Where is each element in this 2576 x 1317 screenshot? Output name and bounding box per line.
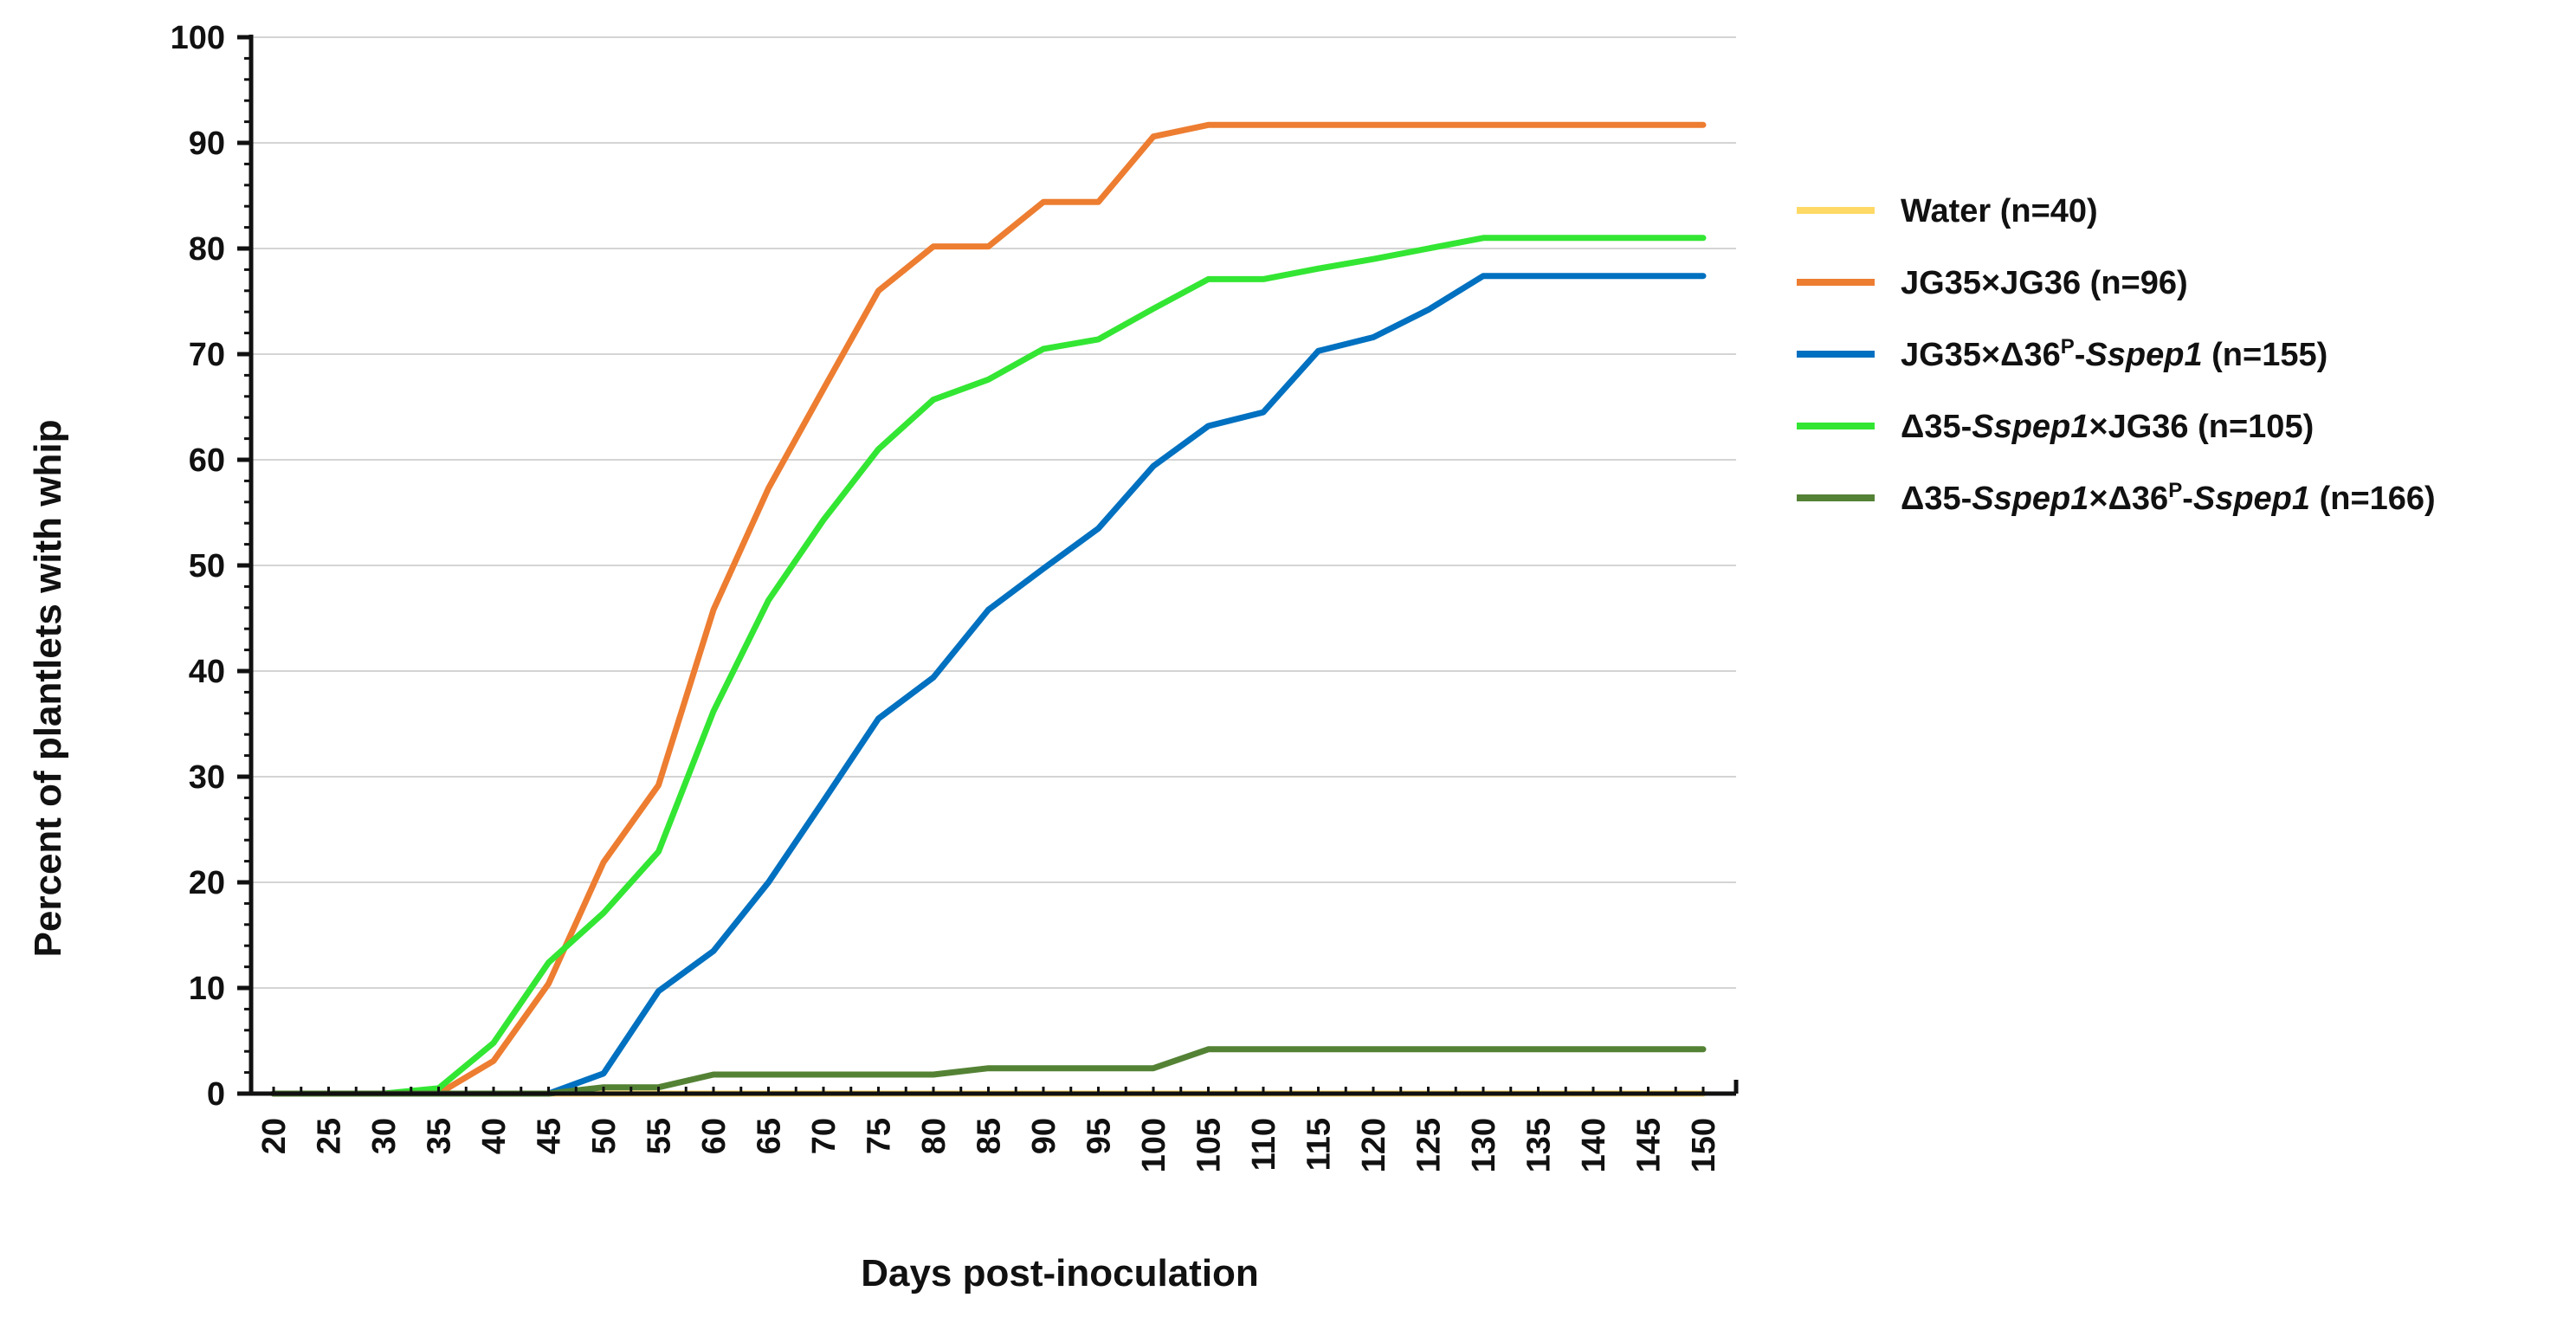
legend-label-part: Water (n=40): [1901, 193, 2098, 229]
x-tick-label: 65: [752, 1118, 788, 1154]
x-tick-label: 40: [476, 1118, 513, 1154]
y-tick-label: 0: [207, 1076, 225, 1113]
y-axis-title: Percent of plantlets with whip: [27, 420, 69, 958]
legend-label-part: -: [2075, 337, 2086, 373]
x-tick-label: 30: [366, 1118, 403, 1154]
x-tick-label: 70: [806, 1118, 843, 1154]
x-tick-label: 55: [642, 1118, 678, 1154]
x-tick-label: 125: [1411, 1118, 1448, 1172]
legend-label-part: (n=166): [2310, 481, 2436, 517]
legend-item: Δ35-Sspep1×Δ36P-Sspep1 (n=166): [1797, 479, 2436, 517]
legend-item: Water (n=40): [1797, 193, 2098, 229]
legend-label-part: P: [2168, 479, 2182, 502]
legend-label-part: P: [2061, 335, 2075, 358]
x-tick-label: 45: [532, 1118, 568, 1154]
series-line-4: [270, 235, 1707, 1097]
legend-label-part: Sspep1: [2085, 337, 2202, 373]
y-tick-label: 100: [171, 20, 225, 56]
legend-label-part: JG35×JG36 (n=96): [1901, 265, 2188, 301]
x-tick-label: 150: [1686, 1118, 1722, 1172]
series-line-2: [270, 121, 1707, 1097]
gridlines: [251, 36, 1736, 989]
y-tick-label: 20: [189, 865, 225, 901]
x-tick-label: 110: [1246, 1118, 1282, 1171]
legend-label: Δ35-Sspep1×JG36 (n=105): [1901, 409, 2314, 445]
y-tick-label: 30: [189, 759, 225, 796]
x-tick-label: 105: [1191, 1118, 1228, 1172]
legend-label-part: -: [2182, 481, 2193, 517]
legend-label-part: (n=155): [2203, 337, 2328, 373]
legend-label: JG35×JG36 (n=96): [1901, 265, 2188, 301]
x-tick-label: 90: [1026, 1118, 1062, 1154]
legend-label-part: Sspep1: [1972, 481, 2089, 517]
x-tick-label: 50: [586, 1118, 623, 1154]
series-lines: [270, 121, 1707, 1097]
y-tick-label: 90: [189, 126, 225, 162]
x-tick-label: 80: [916, 1118, 952, 1154]
y-tick-label: 80: [189, 231, 225, 268]
legend-label: Δ35-Sspep1×Δ36P-Sspep1 (n=166): [1901, 479, 2436, 517]
legend-label-part: (n=105): [2189, 409, 2315, 445]
legend-label: Water (n=40): [1901, 193, 2098, 229]
legend-label-part: Sspep1: [1972, 409, 2089, 445]
axes: [237, 35, 1739, 1096]
x-tick-label: 25: [312, 1118, 348, 1154]
tick-labels: 0 10 20 30 40 50 60 70 80 90 100 20 25 30 35 40 45 50 55 60…: [171, 20, 1722, 1172]
x-tick-label: 100: [1136, 1118, 1172, 1172]
y-tick-label: 50: [189, 548, 225, 584]
legend-label-part: Δ35-: [1901, 409, 1972, 445]
y-tick-label: 60: [189, 442, 225, 479]
legend-label-part: ×JG36: [2089, 409, 2188, 445]
legend-item: Δ35-Sspep1×JG36 (n=105): [1797, 409, 2314, 445]
y-tick-label: 40: [189, 654, 225, 690]
legend-label-part: JG35×Δ36: [1901, 337, 2061, 373]
legend-label-part: Sspep1: [2193, 481, 2310, 517]
x-tick-label: 20: [256, 1118, 293, 1154]
legend: Water (n=40)JG35×JG36 (n=96)JG35×Δ36P-Ss…: [1797, 193, 2436, 517]
x-tick-label: 140: [1576, 1118, 1612, 1172]
x-tick-label: 75: [862, 1118, 898, 1154]
x-tick-label: 135: [1521, 1118, 1558, 1172]
y-tick-label: 10: [189, 971, 225, 1007]
x-tick-label: 85: [972, 1118, 1008, 1154]
x-tick-label: 130: [1466, 1118, 1502, 1172]
x-tick-label: 95: [1081, 1118, 1118, 1154]
x-tick-label: 120: [1356, 1118, 1392, 1172]
series-line-3: [270, 273, 1707, 1097]
legend-item: JG35×Δ36P-Sspep1 (n=155): [1797, 335, 2327, 373]
x-tick-label: 145: [1631, 1118, 1668, 1172]
y-tick-label: 70: [189, 337, 225, 373]
x-tick-label: 115: [1301, 1118, 1338, 1171]
legend-item: JG35×JG36 (n=96): [1797, 265, 2188, 301]
legend-label-part: Δ35-: [1901, 481, 1972, 517]
x-tick-label: 35: [422, 1118, 458, 1154]
x-axis-title: Days post-inoculation: [861, 1252, 1259, 1294]
legend-label: JG35×Δ36P-Sspep1 (n=155): [1901, 335, 2327, 373]
legend-label-part: ×Δ36: [2089, 481, 2168, 517]
x-tick-label: 60: [696, 1118, 733, 1154]
